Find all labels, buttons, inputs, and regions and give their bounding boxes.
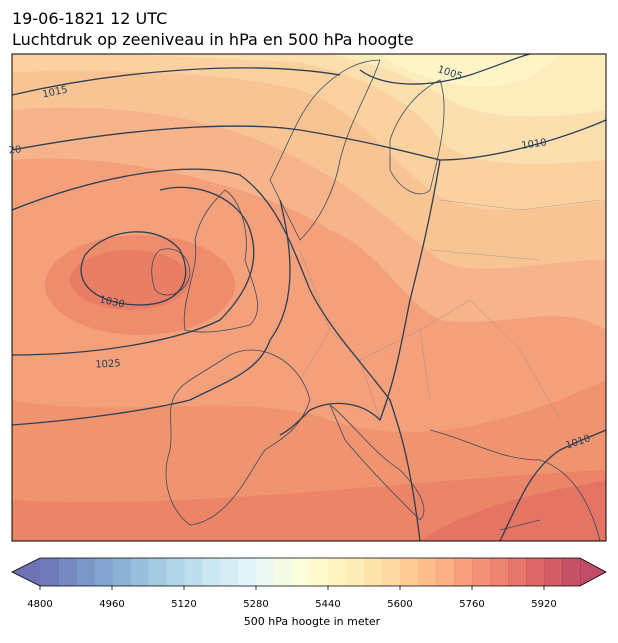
- colorbar-segment: [328, 558, 347, 586]
- colorbar-segment: [544, 558, 563, 586]
- colorbar-tick-label: 4800: [27, 599, 52, 610]
- colorbar-segment: [58, 558, 77, 586]
- colorbar-segment: [364, 558, 383, 586]
- colorbar-segment: [292, 558, 311, 586]
- colorbar-segment: [256, 558, 275, 586]
- colorbar-segment: [454, 558, 473, 586]
- colorbar-tick-label: 5760: [459, 599, 484, 610]
- isobar-label: 1025: [95, 358, 121, 370]
- map-frame: [11, 53, 607, 542]
- colorbar-segment: [220, 558, 239, 586]
- map-title: Luchtdruk op zeeniveau in hPa en 500 hPa…: [12, 30, 414, 49]
- colorbar-segment: [112, 558, 131, 586]
- isobar-label: 1010: [521, 137, 548, 151]
- colorbar-tick-label: 5920: [531, 599, 556, 610]
- isobar-label: 20: [8, 144, 22, 156]
- colorbar-segment: [490, 558, 509, 586]
- colorbar-segment: [148, 558, 167, 586]
- colorbar-segment: [166, 558, 185, 586]
- date-title: 19-06-1821 12 UTC: [12, 9, 167, 28]
- colorbar-segment: [562, 558, 581, 586]
- colorbar-outline: [11, 557, 607, 587]
- colorbar-tick-label: 5280: [243, 599, 268, 610]
- colorbar-segment: [400, 558, 419, 586]
- map: [12, 54, 606, 541]
- colorbar-segment: [202, 558, 221, 586]
- isobar-label: 1030: [98, 294, 125, 310]
- colorbar: 4800 4960 5120 5280 5440 5600 5760 5920 500 hPa …: [11, 557, 607, 628]
- colorbar-segment: [310, 558, 329, 586]
- colorbar-segment: [76, 558, 95, 586]
- colorbar-segment: [346, 558, 365, 586]
- colorbar-tick-label: 5440: [315, 599, 340, 610]
- colorbar-tick-label: 5120: [171, 599, 196, 610]
- colorbar-segment: [382, 558, 401, 586]
- colorbar-segment: [418, 558, 437, 586]
- colorbar-segment: [94, 558, 113, 586]
- colorbar-tick-label: 5600: [387, 599, 412, 610]
- colorbar-label: 500 hPa hoogte in meter: [244, 615, 381, 628]
- colorbar-extend-low: [12, 558, 40, 586]
- colorbar-segment: [508, 558, 527, 586]
- colorbar-segment: [40, 558, 59, 586]
- colorbar-extend-high: [580, 558, 606, 586]
- colorbar-segment: [436, 558, 455, 586]
- colorbar-segment: [184, 558, 203, 586]
- colorbar-segment: [472, 558, 491, 586]
- isobar-label: 1015: [42, 84, 69, 100]
- colorbar-segment: [238, 558, 257, 586]
- colorbar-tick-label: 4960: [99, 599, 124, 610]
- colorbar-segment: [526, 558, 545, 586]
- colorbar-segment: [274, 558, 293, 586]
- colorbar-segment: [130, 558, 149, 586]
